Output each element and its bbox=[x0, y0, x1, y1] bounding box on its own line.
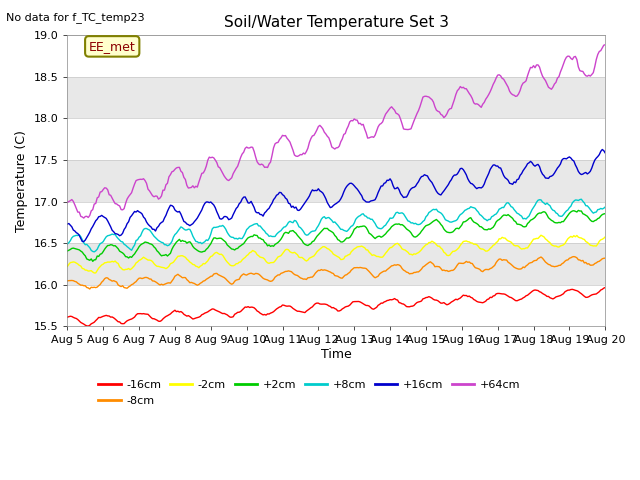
Line: +2cm: +2cm bbox=[67, 210, 605, 261]
Line: -8cm: -8cm bbox=[67, 257, 605, 289]
-16cm bbox=[79, 321, 86, 326]
-2cm bbox=[371, 252, 379, 258]
-8cm bbox=[570, 254, 578, 260]
-16cm bbox=[389, 297, 397, 302]
X-axis label: Time: Time bbox=[321, 348, 351, 361]
+2cm bbox=[165, 252, 173, 258]
Line: -16cm: -16cm bbox=[67, 288, 605, 326]
+16cm bbox=[401, 194, 409, 200]
-16cm bbox=[371, 305, 379, 311]
+64cm bbox=[80, 215, 88, 221]
Bar bbox=[67, 202, 605, 243]
+16cm bbox=[371, 197, 379, 203]
-2cm bbox=[537, 232, 545, 238]
-2cm bbox=[602, 234, 609, 240]
-8cm bbox=[63, 278, 71, 284]
-16cm bbox=[165, 312, 173, 318]
-8cm bbox=[371, 275, 379, 281]
Title: Soil/Water Temperature Set 3: Soil/Water Temperature Set 3 bbox=[224, 15, 449, 30]
+16cm bbox=[389, 183, 397, 189]
+64cm bbox=[79, 214, 86, 220]
-8cm bbox=[602, 255, 609, 261]
+16cm bbox=[79, 239, 86, 244]
+64cm bbox=[389, 106, 397, 111]
+2cm bbox=[537, 210, 545, 216]
Line: -2cm: -2cm bbox=[67, 235, 605, 273]
+2cm bbox=[89, 258, 97, 264]
-8cm bbox=[86, 286, 93, 292]
Bar bbox=[67, 119, 605, 160]
+16cm bbox=[598, 146, 606, 152]
Bar bbox=[67, 243, 605, 285]
+8cm bbox=[63, 241, 71, 247]
+64cm bbox=[537, 69, 545, 75]
Bar bbox=[67, 160, 605, 202]
+8cm bbox=[90, 249, 98, 255]
+8cm bbox=[537, 197, 545, 203]
Bar bbox=[67, 285, 605, 326]
-2cm bbox=[79, 265, 86, 271]
-8cm bbox=[401, 268, 409, 274]
+16cm bbox=[165, 205, 173, 211]
-2cm bbox=[90, 270, 98, 276]
Line: +16cm: +16cm bbox=[67, 149, 605, 241]
-2cm bbox=[539, 233, 547, 239]
+8cm bbox=[401, 214, 409, 219]
+16cm bbox=[602, 150, 609, 156]
Line: +8cm: +8cm bbox=[67, 199, 605, 252]
+64cm bbox=[165, 174, 173, 180]
+8cm bbox=[389, 215, 397, 221]
-8cm bbox=[537, 254, 545, 260]
+8cm bbox=[79, 237, 86, 242]
+2cm bbox=[63, 248, 71, 254]
+8cm bbox=[577, 196, 585, 202]
-8cm bbox=[389, 263, 397, 268]
+8cm bbox=[602, 204, 609, 210]
-16cm bbox=[401, 302, 409, 308]
-2cm bbox=[389, 243, 397, 249]
+2cm bbox=[602, 211, 609, 216]
+16cm bbox=[537, 168, 545, 174]
-2cm bbox=[63, 264, 71, 269]
+2cm bbox=[79, 249, 86, 255]
Legend: -16cm, -8cm, -2cm, +2cm, +8cm, +16cm, +64cm: -16cm, -8cm, -2cm, +2cm, +8cm, +16cm, +6… bbox=[94, 375, 525, 410]
+2cm bbox=[371, 236, 379, 241]
-2cm bbox=[165, 264, 173, 269]
+16cm bbox=[80, 239, 88, 244]
-16cm bbox=[63, 314, 71, 320]
+2cm bbox=[575, 207, 582, 213]
+64cm bbox=[401, 126, 409, 132]
+8cm bbox=[371, 221, 379, 227]
Text: EE_met: EE_met bbox=[89, 40, 136, 53]
-2cm bbox=[401, 247, 409, 253]
Text: No data for f_TC_temp23: No data for f_TC_temp23 bbox=[6, 12, 145, 23]
Line: +64cm: +64cm bbox=[67, 45, 605, 218]
-16cm bbox=[537, 289, 545, 295]
+2cm bbox=[389, 223, 397, 228]
-16cm bbox=[84, 323, 92, 329]
-8cm bbox=[79, 282, 86, 288]
+8cm bbox=[165, 242, 173, 248]
+2cm bbox=[401, 224, 409, 230]
Y-axis label: Temperature (C): Temperature (C) bbox=[15, 130, 28, 232]
+64cm bbox=[371, 132, 379, 138]
+16cm bbox=[63, 221, 71, 227]
-8cm bbox=[165, 280, 173, 286]
Bar bbox=[67, 77, 605, 119]
Bar bbox=[67, 36, 605, 77]
+64cm bbox=[63, 200, 71, 205]
+64cm bbox=[602, 42, 609, 48]
-16cm bbox=[602, 285, 609, 290]
